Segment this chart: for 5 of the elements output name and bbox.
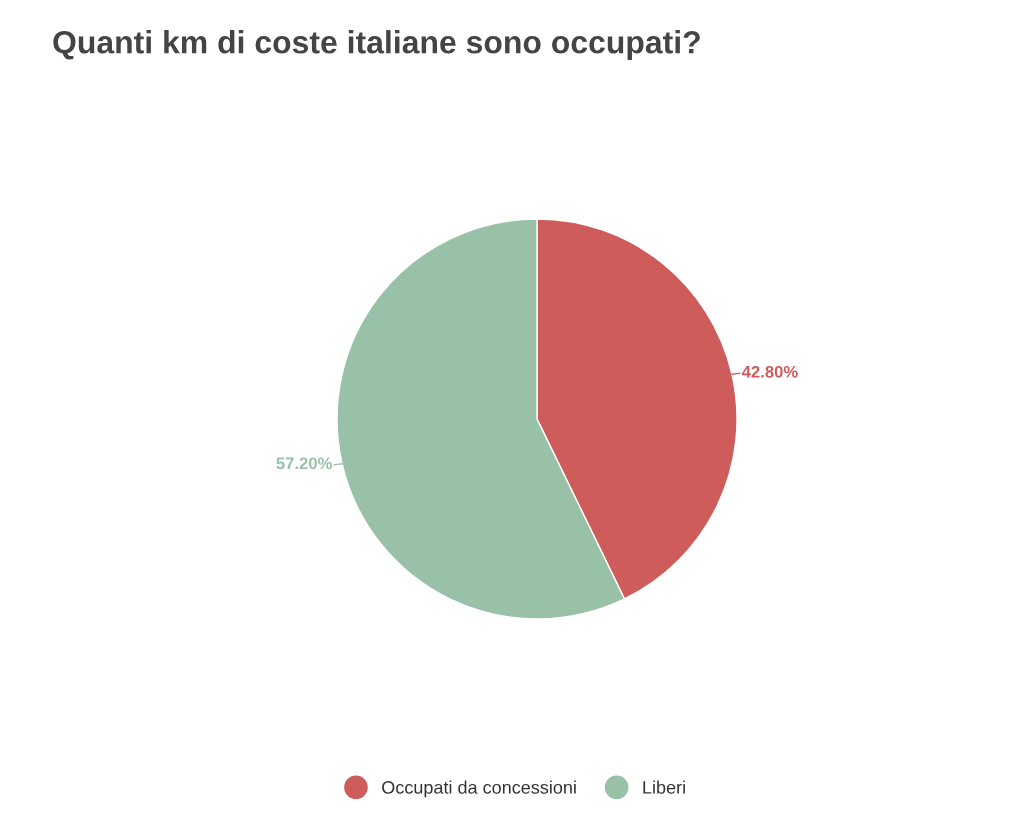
legend-label: Liberi xyxy=(643,780,685,794)
legend-label: Occupati da concessioni xyxy=(382,780,576,798)
data-label: 57.20% xyxy=(276,457,332,470)
data-label: 42.80% xyxy=(741,365,798,378)
chart-title: Quanti km di coste italiane sono occupati? xyxy=(53,30,700,60)
